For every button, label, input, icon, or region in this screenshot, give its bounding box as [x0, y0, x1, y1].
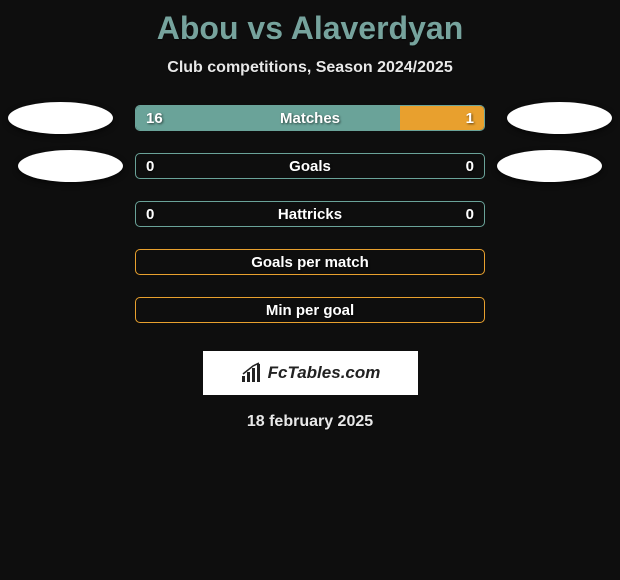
stat-label: Matches — [136, 110, 484, 127]
logo-content: FcTables.com — [240, 362, 381, 384]
stat-label: Hattricks — [136, 206, 484, 223]
stat-value-right: 1 — [466, 110, 474, 127]
stat-bar-hattricks: 0 Hattricks 0 — [135, 201, 485, 227]
logo-text: FcTables.com — [268, 363, 381, 383]
stat-value-right: 0 — [466, 158, 474, 175]
stat-label: Goals — [136, 158, 484, 175]
player-left-avatar-placeholder — [8, 102, 113, 134]
stat-bar-mpg: Min per goal — [135, 297, 485, 323]
chart-icon — [240, 362, 264, 384]
stat-row-goals: 0 Goals 0 — [0, 153, 620, 179]
player-left-avatar-placeholder — [18, 150, 123, 182]
main-container: Abou vs Alaverdyan Club competitions, Se… — [0, 0, 620, 431]
stat-label: Goals per match — [136, 254, 484, 271]
stat-bar-gpm: Goals per match — [135, 249, 485, 275]
logo-box: FcTables.com — [203, 351, 418, 395]
stat-row-hattricks: 0 Hattricks 0 — [0, 201, 620, 227]
stat-bar-matches: 16 Matches 1 — [135, 105, 485, 131]
stat-label: Min per goal — [136, 302, 484, 319]
player-right-avatar-placeholder — [507, 102, 612, 134]
stat-row-mpg: Min per goal — [0, 297, 620, 323]
stat-row-matches: 16 Matches 1 — [0, 105, 620, 131]
date-text: 18 february 2025 — [247, 413, 373, 431]
stat-row-gpm: Goals per match — [0, 249, 620, 275]
stat-value-right: 0 — [466, 206, 474, 223]
stat-bar-goals: 0 Goals 0 — [135, 153, 485, 179]
page-title: Abou vs Alaverdyan — [157, 10, 463, 47]
page-subtitle: Club competitions, Season 2024/2025 — [167, 59, 452, 77]
player-right-avatar-placeholder — [497, 150, 602, 182]
stats-area: 16 Matches 1 0 Goals 0 0 Hattricks — [0, 105, 620, 431]
